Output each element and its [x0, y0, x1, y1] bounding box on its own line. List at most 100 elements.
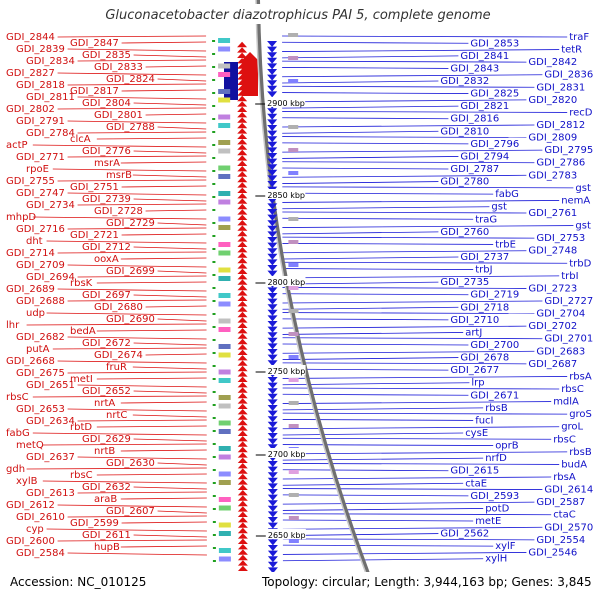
- gene-label-forward[interactable]: traG: [475, 214, 497, 225]
- gene-label-reverse[interactable]: GDI_2629: [82, 434, 131, 445]
- gene-label-forward[interactable]: potD: [485, 503, 509, 514]
- gene-label-reverse[interactable]: GDI_2600: [6, 536, 55, 547]
- gene-label-forward[interactable]: rbsC: [553, 434, 576, 445]
- gene-label-forward[interactable]: GDI_2820: [528, 95, 577, 106]
- gene-label-reverse[interactable]: GDI_2747: [16, 188, 65, 199]
- gene-label-reverse[interactable]: fruR: [106, 362, 127, 373]
- gene-label-reverse[interactable]: rbtD: [70, 422, 92, 433]
- gene-label-reverse[interactable]: clcA: [70, 134, 91, 145]
- gene-label-forward[interactable]: GDI_2719: [470, 290, 519, 301]
- gene-label-forward[interactable]: GDI_2787: [450, 164, 499, 175]
- gene-label-forward[interactable]: GDI_2727: [544, 296, 593, 307]
- gene-label-forward[interactable]: GDI_2683: [536, 346, 585, 357]
- gene-label-forward[interactable]: rbsB: [569, 447, 592, 458]
- gene-label-reverse[interactable]: GDI_2611: [82, 530, 131, 541]
- gene-label-forward[interactable]: GDI_2701: [544, 334, 593, 345]
- gene-label-reverse[interactable]: GDI_2682: [16, 332, 65, 343]
- gene-label-forward[interactable]: rbsC: [561, 384, 584, 395]
- gene-label-reverse[interactable]: msrA: [94, 158, 120, 169]
- gene-label-reverse[interactable]: rbsC: [70, 470, 93, 481]
- gene-label-forward[interactable]: GDI_2783: [528, 170, 577, 181]
- gene-label-reverse[interactable]: GDI_2653: [16, 404, 65, 415]
- gene-label-forward[interactable]: gst: [575, 183, 591, 194]
- gene-label-forward[interactable]: rbsA: [553, 472, 576, 483]
- gene-label-forward[interactable]: GDI_2842: [528, 57, 577, 68]
- gene-label-reverse[interactable]: GDI_2632: [82, 482, 131, 493]
- gene-label-reverse[interactable]: GDI_2847: [70, 38, 119, 49]
- gene-label-reverse[interactable]: GDI_2824: [106, 74, 155, 85]
- gene-label-reverse[interactable]: GDI_2699: [106, 266, 155, 277]
- gene-label-reverse[interactable]: GDI_2680: [94, 302, 143, 313]
- gene-label-reverse[interactable]: GDI_2584: [16, 548, 65, 559]
- gene-label-reverse[interactable]: GDI_2675: [16, 368, 65, 379]
- gene-label-forward[interactable]: cysE: [465, 428, 488, 439]
- gene-label-reverse[interactable]: msrB: [106, 170, 132, 181]
- gene-label-forward[interactable]: GDI_2812: [536, 120, 585, 131]
- gene-label-reverse[interactable]: mhpD: [6, 212, 36, 223]
- gene-label-forward[interactable]: GDI_2786: [536, 158, 585, 169]
- gene-label-forward[interactable]: GDI_2748: [528, 246, 577, 257]
- gene-label-reverse[interactable]: GDI_2672: [82, 338, 131, 349]
- gene-label-forward[interactable]: trbJ: [475, 265, 492, 276]
- gene-label-reverse[interactable]: rbsC: [6, 392, 29, 403]
- gene-label-forward[interactable]: GDI_2593: [470, 491, 519, 502]
- gene-label-forward[interactable]: groS: [569, 409, 592, 420]
- gene-label-reverse[interactable]: GDI_2791: [16, 116, 65, 127]
- gene-label-forward[interactable]: GDI_2718: [460, 302, 509, 313]
- gene-label-reverse[interactable]: GDI_2652: [82, 386, 131, 397]
- gene-label-reverse[interactable]: GDI_2839: [16, 44, 65, 55]
- gene-label-reverse[interactable]: GDI_2714: [6, 248, 55, 259]
- gene-label-reverse[interactable]: GDI_2833: [94, 62, 143, 73]
- gene-label-reverse[interactable]: GDI_2697: [82, 290, 131, 301]
- gene-label-reverse[interactable]: gdh: [6, 464, 25, 475]
- gene-label-forward[interactable]: tetR: [561, 45, 582, 56]
- gene-label-reverse[interactable]: GDI_2651: [26, 380, 75, 391]
- gene-label-forward[interactable]: GDI_2841: [460, 51, 509, 62]
- gene-label-reverse[interactable]: rbsK: [70, 278, 93, 289]
- gene-label-forward[interactable]: trbE: [495, 239, 516, 250]
- gene-label-forward[interactable]: trbD: [569, 258, 591, 269]
- gene-label-forward[interactable]: GDI_2753: [536, 233, 585, 244]
- gene-label-reverse[interactable]: GDI_2709: [16, 260, 65, 271]
- gene-label-reverse[interactable]: GDI_2668: [6, 356, 55, 367]
- gene-label-reverse[interactable]: araB: [94, 494, 117, 505]
- gene-label-reverse[interactable]: hupB: [94, 542, 120, 553]
- gene-label-reverse[interactable]: GDI_2755: [6, 176, 55, 187]
- gene-label-reverse[interactable]: GDI_2776: [82, 146, 131, 157]
- gene-label-forward[interactable]: mdlA: [553, 397, 579, 408]
- gene-label-reverse[interactable]: GDI_2634: [26, 416, 75, 427]
- gene-label-forward[interactable]: rbsB: [485, 403, 508, 414]
- gene-label-reverse[interactable]: GDI_2712: [82, 242, 131, 253]
- gene-label-reverse[interactable]: GDI_2690: [106, 314, 155, 325]
- gene-label-forward[interactable]: GDI_2554: [536, 535, 585, 546]
- gene-label-forward[interactable]: fucI: [475, 415, 493, 426]
- gene-label-forward[interactable]: GDI_2546: [528, 547, 577, 558]
- gene-label-forward[interactable]: GDI_2843: [450, 63, 499, 74]
- gene-label-forward[interactable]: oprB: [495, 441, 519, 452]
- gene-label-reverse[interactable]: GDI_2811: [26, 92, 75, 103]
- gene-label-reverse[interactable]: GDI_2716: [16, 224, 65, 235]
- gene-label-forward[interactable]: GDI_2587: [536, 497, 585, 508]
- gene-label-reverse[interactable]: GDI_2599: [70, 518, 119, 529]
- gene-label-reverse[interactable]: GDI_2784: [26, 128, 75, 139]
- gene-label-forward[interactable]: metE: [475, 516, 501, 527]
- gene-label-reverse[interactable]: metI: [70, 374, 93, 385]
- gene-label-reverse[interactable]: GDI_2694: [26, 272, 75, 283]
- gene-label-forward[interactable]: GDI_2780: [440, 177, 489, 188]
- gene-label-reverse[interactable]: GDI_2844: [6, 32, 55, 43]
- gene-label-forward[interactable]: traF: [569, 32, 589, 43]
- gene-label-forward[interactable]: GDI_2816: [450, 114, 499, 125]
- gene-label-forward[interactable]: GDI_2796: [470, 139, 519, 150]
- gene-label-forward[interactable]: ctaE: [465, 478, 487, 489]
- gene-label-forward[interactable]: ctaC: [553, 510, 576, 521]
- gene-label-reverse[interactable]: GDI_2751: [70, 182, 119, 193]
- gene-label-reverse[interactable]: GDI_2801: [94, 110, 143, 121]
- gene-label-forward[interactable]: GDI_2735: [440, 277, 489, 288]
- gene-label-forward[interactable]: xylH: [485, 554, 507, 565]
- gene-label-forward[interactable]: GDI_2795: [544, 145, 593, 156]
- gene-label-forward[interactable]: GDI_2671: [470, 390, 519, 401]
- gene-label-forward[interactable]: GDI_2677: [450, 365, 499, 376]
- gene-label-forward[interactable]: recD: [569, 107, 593, 118]
- gene-label-reverse[interactable]: GDI_2817: [70, 86, 119, 97]
